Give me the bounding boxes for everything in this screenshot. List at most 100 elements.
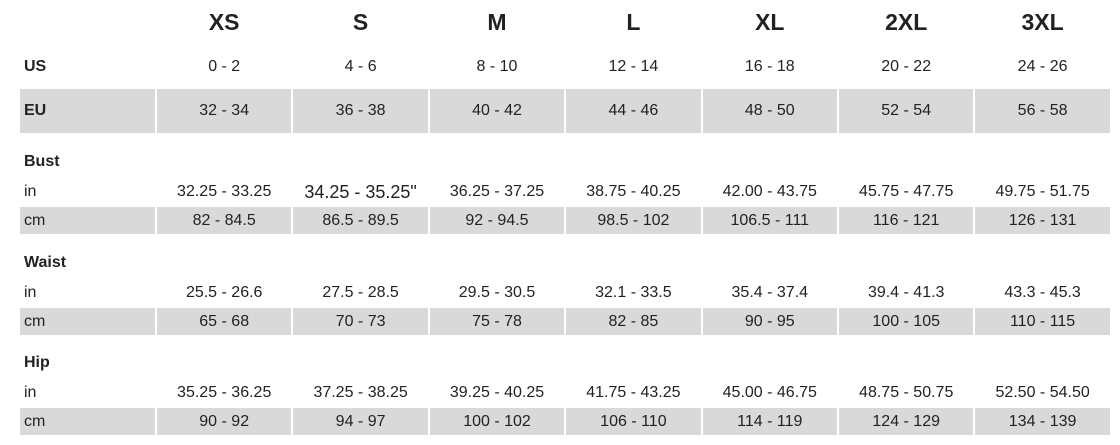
size-value: 82 - 85 [608, 312, 659, 330]
size-value: 27.5 - 28.5 [322, 284, 399, 301]
size-header: M [487, 9, 507, 35]
row-label: cm [24, 211, 46, 229]
size-value: 35.4 - 37.4 [731, 284, 809, 301]
size-value: 48.75 - 50.75 [859, 384, 954, 401]
row-band [839, 408, 974, 435]
row-band [293, 207, 428, 234]
row-band [839, 308, 974, 335]
size-value: 45.00 - 46.75 [722, 384, 817, 401]
size-value: 98.5 - 102 [597, 211, 670, 229]
size-value: 12 - 14 [608, 58, 659, 75]
size-value: 49.75 - 51.75 [995, 183, 1090, 200]
size-value: 52.50 - 54.50 [995, 384, 1090, 401]
row-band [839, 89, 974, 133]
size-value: 114 - 119 [737, 412, 803, 430]
row-band [975, 207, 1110, 234]
size-header: XL [755, 9, 785, 35]
size-value: 39.4 - 41.3 [867, 284, 945, 301]
size-value: 134 - 139 [1008, 412, 1077, 430]
row-band [839, 207, 974, 234]
size-value: 32 - 34 [199, 102, 250, 119]
size-value: 90 - 92 [199, 412, 250, 430]
size-value: 39.25 - 40.25 [449, 384, 545, 401]
row-band [20, 207, 155, 234]
row-band [566, 408, 701, 435]
size-value: 94 - 97 [335, 412, 386, 430]
row-label: in [24, 183, 37, 200]
size-header: 2XL [885, 9, 928, 35]
row-band [20, 408, 155, 435]
size-value: 70 - 73 [335, 312, 386, 330]
size-value: 82 - 84.5 [192, 211, 256, 229]
section-title: Waist [24, 254, 67, 271]
size-value: 75 - 78 [472, 312, 522, 330]
row-band [975, 308, 1110, 335]
size-value: 32.1 - 33.5 [595, 284, 672, 301]
row-label: cm [24, 412, 46, 430]
size-value: 106.5 - 111 [730, 211, 810, 229]
row-label: US [24, 58, 47, 75]
size-value: 35.25 - 36.25 [177, 384, 272, 401]
row-band [429, 207, 565, 234]
row-band [975, 89, 1110, 133]
size-value: 36 - 38 [335, 102, 386, 119]
size-value: 86.5 - 89.5 [322, 211, 399, 229]
size-value: 126 - 131 [1008, 211, 1077, 229]
size-value: 52 - 54 [881, 102, 932, 119]
row-label: in [24, 284, 37, 301]
row-band [566, 207, 701, 234]
row-band [566, 89, 701, 133]
size-header: S [352, 9, 369, 35]
size-value: 40 - 42 [472, 102, 522, 119]
size-value: 100 - 105 [872, 312, 940, 330]
size-value: 44 - 46 [608, 102, 659, 119]
size-value: 29.5 - 30.5 [458, 284, 536, 301]
row-band [702, 89, 837, 133]
size-value: 32.25 - 33.25 [177, 183, 272, 200]
size-value: 45.75 - 47.75 [859, 183, 954, 200]
size-value: 65 - 68 [199, 312, 250, 330]
row-band [429, 308, 565, 335]
row-band [702, 408, 837, 435]
row-band [293, 408, 428, 435]
size-value: 92 - 94.5 [465, 211, 529, 229]
row-label: in [24, 384, 37, 401]
size-value: 34.25 - 35.25" [304, 181, 417, 202]
size-value: 110 - 115 [1009, 312, 1076, 330]
row-band [157, 408, 292, 435]
row-band [429, 408, 565, 435]
section-title: Bust [24, 153, 60, 170]
row-band [702, 207, 837, 234]
row-label: EU [24, 102, 47, 119]
row-band [429, 89, 565, 133]
size-value: 25.5 - 26.6 [185, 284, 263, 301]
section-title: Hip [24, 354, 50, 371]
size-value: 43.3 - 45.3 [1004, 284, 1081, 301]
size-value: 8 - 10 [476, 58, 518, 75]
size-value: 37.25 - 38.25 [313, 384, 408, 401]
size-value: 20 - 22 [881, 58, 932, 75]
size-value: 41.75 - 43.25 [586, 384, 681, 401]
row-band [20, 89, 155, 133]
size-value: 48 - 50 [744, 102, 795, 119]
size-header: XS [208, 9, 240, 35]
size-value: 0 - 2 [208, 58, 241, 75]
row-band [975, 408, 1110, 435]
size-value: 42.00 - 43.75 [722, 183, 817, 200]
size-value: 116 - 121 [872, 211, 940, 229]
size-value: 24 - 26 [1017, 58, 1068, 75]
row-label: cm [24, 312, 46, 330]
row-band [293, 89, 428, 133]
size-value: 56 - 58 [1017, 102, 1068, 119]
size-value: 90 - 95 [744, 312, 795, 330]
size-value: 16 - 18 [744, 58, 795, 75]
row-band [702, 308, 837, 335]
size-value: 36.25 - 37.25 [449, 183, 545, 200]
row-band [157, 308, 292, 335]
row-band [20, 308, 155, 335]
size-value: 38.75 - 40.25 [586, 183, 681, 200]
size-value: 124 - 129 [872, 412, 940, 430]
size-header: 3XL [1021, 9, 1064, 35]
row-band [157, 207, 292, 234]
